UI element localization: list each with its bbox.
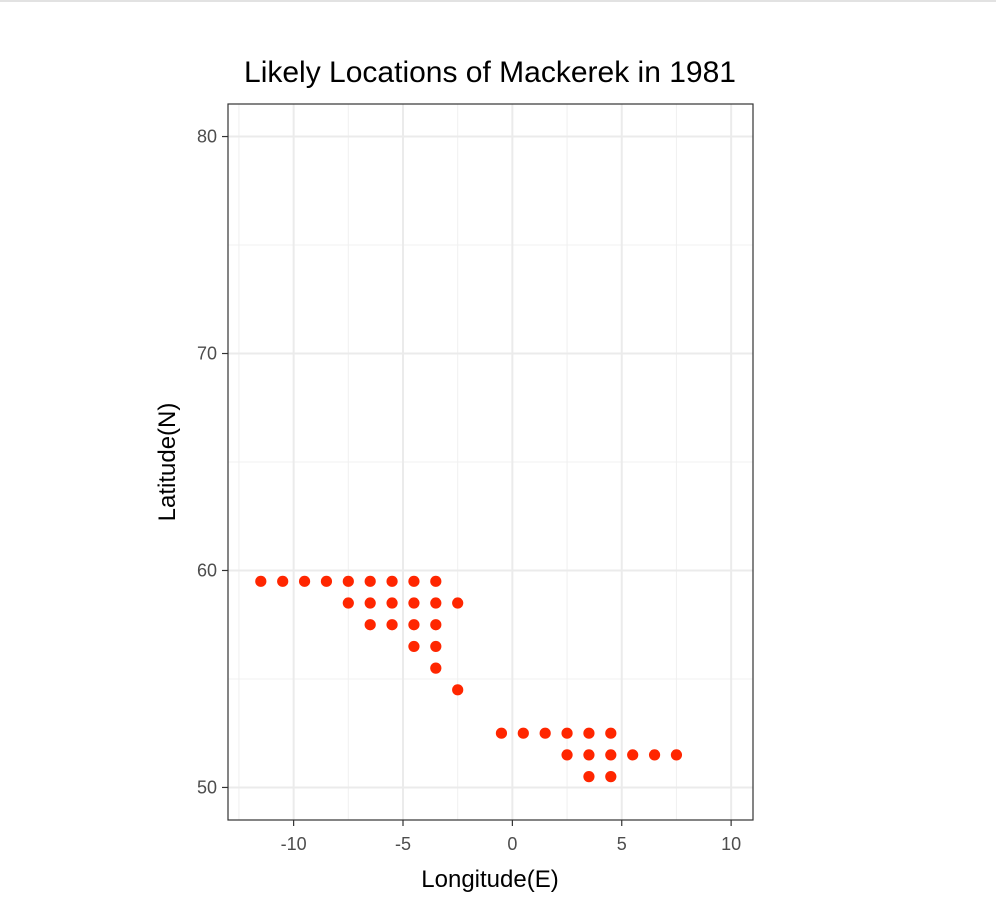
data-point [648, 749, 661, 761]
x-tick-label: -10 [281, 834, 307, 854]
data-point [430, 619, 442, 631]
data-point [408, 640, 420, 653]
data-point [386, 575, 398, 587]
data-point [342, 597, 354, 609]
data-point [583, 727, 595, 739]
data-point [605, 749, 617, 761]
data-point [583, 749, 595, 761]
major-gridlines [228, 104, 753, 820]
y-axis: 50 60 70 80 [197, 127, 228, 797]
data-point [364, 575, 376, 587]
window-top-border [0, 0, 996, 2]
data-point [495, 727, 508, 739]
x-axis-label: Longitude(E) [421, 866, 558, 893]
data-point [255, 575, 267, 587]
data-point [583, 771, 595, 783]
data-point [627, 749, 639, 761]
data-point [408, 575, 420, 587]
data-point [605, 771, 617, 783]
data-point [670, 749, 683, 761]
data-point [430, 662, 442, 674]
data-point [386, 597, 398, 609]
x-tick-label: 10 [721, 834, 741, 854]
data-point [605, 727, 617, 739]
data-point [561, 727, 573, 739]
x-tick-label: 0 [507, 834, 517, 854]
minor-gridlines [228, 104, 753, 820]
x-tick-label: -5 [395, 834, 411, 854]
y-tick-label: 50 [197, 777, 217, 797]
chart-title: Likely Locations of Mackerek in 1981 [244, 56, 736, 89]
data-point [364, 619, 376, 631]
data-point [386, 619, 398, 631]
data-point [277, 575, 289, 587]
x-tick-label: 5 [617, 834, 627, 854]
y-tick-label: 60 [197, 560, 217, 580]
data-point [342, 575, 354, 587]
plot-border [227, 103, 754, 821]
data-point [517, 727, 529, 739]
data-point [408, 619, 420, 631]
data-point [430, 575, 442, 587]
data-point [452, 684, 464, 696]
data-points [255, 575, 683, 783]
data-point [320, 575, 333, 587]
data-point [408, 597, 420, 609]
y-tick-label: 70 [197, 344, 217, 364]
data-point [430, 597, 442, 609]
data-point [430, 640, 442, 653]
y-tick-label: 80 [197, 127, 217, 147]
x-axis: -10 -5 0 5 10 [281, 820, 741, 854]
y-axis-label: Latitude(N) [154, 403, 181, 522]
data-point [298, 575, 311, 587]
data-point [452, 597, 464, 609]
data-point [364, 597, 376, 609]
data-point [539, 727, 551, 739]
data-point [561, 749, 573, 761]
